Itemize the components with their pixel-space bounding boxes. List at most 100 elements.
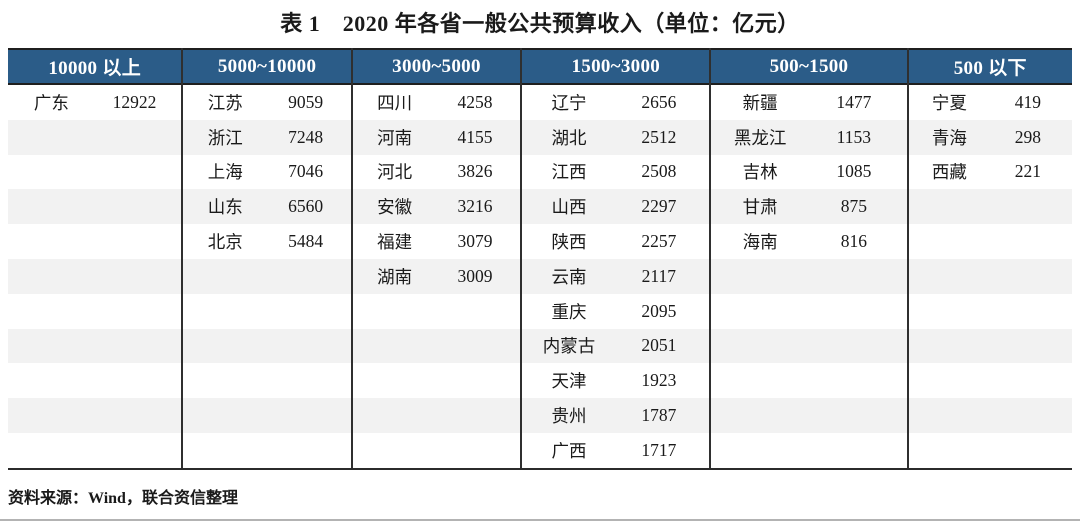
table-column-5: 500 以下 宁夏 419 青海 298 西藏 221 <box>906 48 1072 468</box>
data-cell: 重庆 2095 <box>522 294 709 329</box>
data-cell <box>183 328 351 364</box>
column-header: 1500~3000 <box>522 48 710 85</box>
province-value: 221 <box>1014 161 1041 182</box>
province-value: 3079 <box>457 231 493 252</box>
data-cell: 广西 1717 <box>522 433 709 468</box>
province-name: 上海 <box>207 162 243 183</box>
data-cell <box>8 398 182 433</box>
data-cell: 广东 12922 <box>8 85 181 120</box>
province-name: 四川 <box>377 92 413 113</box>
data-cell: 福建 3079 <box>353 224 520 259</box>
province-name: 安徽 <box>377 197 413 218</box>
province-name: 西藏 <box>931 162 967 183</box>
province-value: 875 <box>840 196 867 217</box>
data-cell <box>711 294 906 329</box>
data-cell: 贵州 1787 <box>522 398 710 433</box>
data-cell <box>8 328 182 364</box>
data-cell: 江苏 9059 <box>183 85 350 120</box>
province-name: 甘肃 <box>742 197 778 218</box>
data-cell: 河南 4155 <box>352 119 521 155</box>
province-name: 湖南 <box>377 266 413 287</box>
province-name: 吉林 <box>742 162 778 183</box>
province-value: 4258 <box>457 91 493 112</box>
data-cell <box>711 328 907 364</box>
data-cell <box>908 189 1072 225</box>
table-column-0: 10000 以上 广东 12922 <box>8 48 182 468</box>
data-cell <box>183 258 351 294</box>
data-cell: 西藏 221 <box>909 155 1072 190</box>
data-cell: 上海 7046 <box>183 155 350 190</box>
province-name: 广西 <box>551 440 587 461</box>
province-name: 黑龙江 <box>733 127 787 148</box>
page-bottom-rule <box>0 519 1080 521</box>
data-cell <box>711 258 907 294</box>
data-cell: 浙江 7248 <box>183 119 351 155</box>
table-column-1: 5000~10000 江苏 9059 浙江 7248 上海 7046 山东 6560 北京 5484 <box>181 48 351 468</box>
province-name: 湖北 <box>551 127 587 148</box>
province-name: 宁夏 <box>931 92 967 113</box>
province-value: 2656 <box>641 91 677 112</box>
data-cell: 宁夏 419 <box>909 85 1072 120</box>
data-cell <box>8 433 181 468</box>
data-cell: 江西 2508 <box>522 155 709 190</box>
data-cell <box>352 328 521 364</box>
data-cell: 吉林 1085 <box>711 155 906 190</box>
data-cell: 甘肃 875 <box>711 189 907 225</box>
province-name: 新疆 <box>742 92 778 113</box>
data-cell: 天津 1923 <box>522 363 709 398</box>
data-cell <box>8 155 181 190</box>
province-name: 云南 <box>551 266 587 287</box>
province-name: 山东 <box>207 197 243 218</box>
report-page: 表 1 2020 年各省一般公共预算收入（单位：亿元） 10000 以上 广东 12… <box>0 7 1080 521</box>
province-value: 3216 <box>457 196 493 217</box>
budget-revenue-table: 10000 以上 广东 12922 5000~10000 江苏 9059 浙江 7248 上海 7… <box>8 48 1072 470</box>
data-cell: 内蒙古 2051 <box>522 328 710 364</box>
province-name: 北京 <box>207 232 243 253</box>
province-name: 江苏 <box>207 92 243 113</box>
province-name: 海南 <box>742 232 778 253</box>
source-note: 资料来源：Wind，联合资信整理 <box>8 489 238 507</box>
province-value: 419 <box>1014 91 1041 112</box>
column-header: 3000~5000 <box>352 48 521 85</box>
data-cell <box>711 363 906 398</box>
data-cell <box>8 363 181 398</box>
data-cell: 辽宁 2656 <box>522 85 709 120</box>
column-header: 10000 以上 <box>8 48 182 85</box>
data-cell <box>908 258 1072 294</box>
province-value: 1787 <box>641 405 677 426</box>
data-cell: 北京 5484 <box>183 224 350 259</box>
data-cell <box>909 224 1072 259</box>
province-value: 1717 <box>641 439 677 460</box>
province-name: 陕西 <box>551 232 587 253</box>
data-cell: 湖南 3009 <box>352 258 521 294</box>
province-name: 江西 <box>551 162 587 183</box>
data-cell: 新疆 1477 <box>711 85 906 120</box>
data-cell <box>8 294 181 329</box>
province-name: 天津 <box>551 371 587 392</box>
data-cell: 云南 2117 <box>522 258 710 294</box>
data-cell <box>908 328 1072 364</box>
province-name: 山西 <box>551 197 587 218</box>
province-name: 内蒙古 <box>542 336 596 357</box>
province-value: 3826 <box>457 161 493 182</box>
data-cell: 四川 4258 <box>353 85 520 120</box>
province-value: 2117 <box>641 265 677 286</box>
province-name: 青海 <box>931 127 967 148</box>
province-value: 2512 <box>641 126 677 147</box>
data-cell <box>353 294 520 329</box>
table-title: 表 1 2020 年各省一般公共预算收入（单位：亿元） <box>280 11 800 36</box>
data-cell: 湖北 2512 <box>522 119 710 155</box>
data-cell <box>909 294 1072 329</box>
data-cell <box>711 433 906 468</box>
table-column-2: 3000~5000 四川 4258 河南 4155 河北 3826 安徽 3216 福建 3079 湖… <box>350 48 521 468</box>
province-value: 298 <box>1014 126 1041 147</box>
column-header: 5000~10000 <box>183 48 351 85</box>
data-cell <box>8 224 181 259</box>
province-name: 河南 <box>377 127 413 148</box>
data-cell: 安徽 3216 <box>352 189 521 225</box>
province-value: 7248 <box>288 126 324 147</box>
province-name: 浙江 <box>207 127 243 148</box>
province-value: 2257 <box>641 231 677 252</box>
data-cell <box>352 398 521 433</box>
province-name: 广东 <box>33 92 69 113</box>
